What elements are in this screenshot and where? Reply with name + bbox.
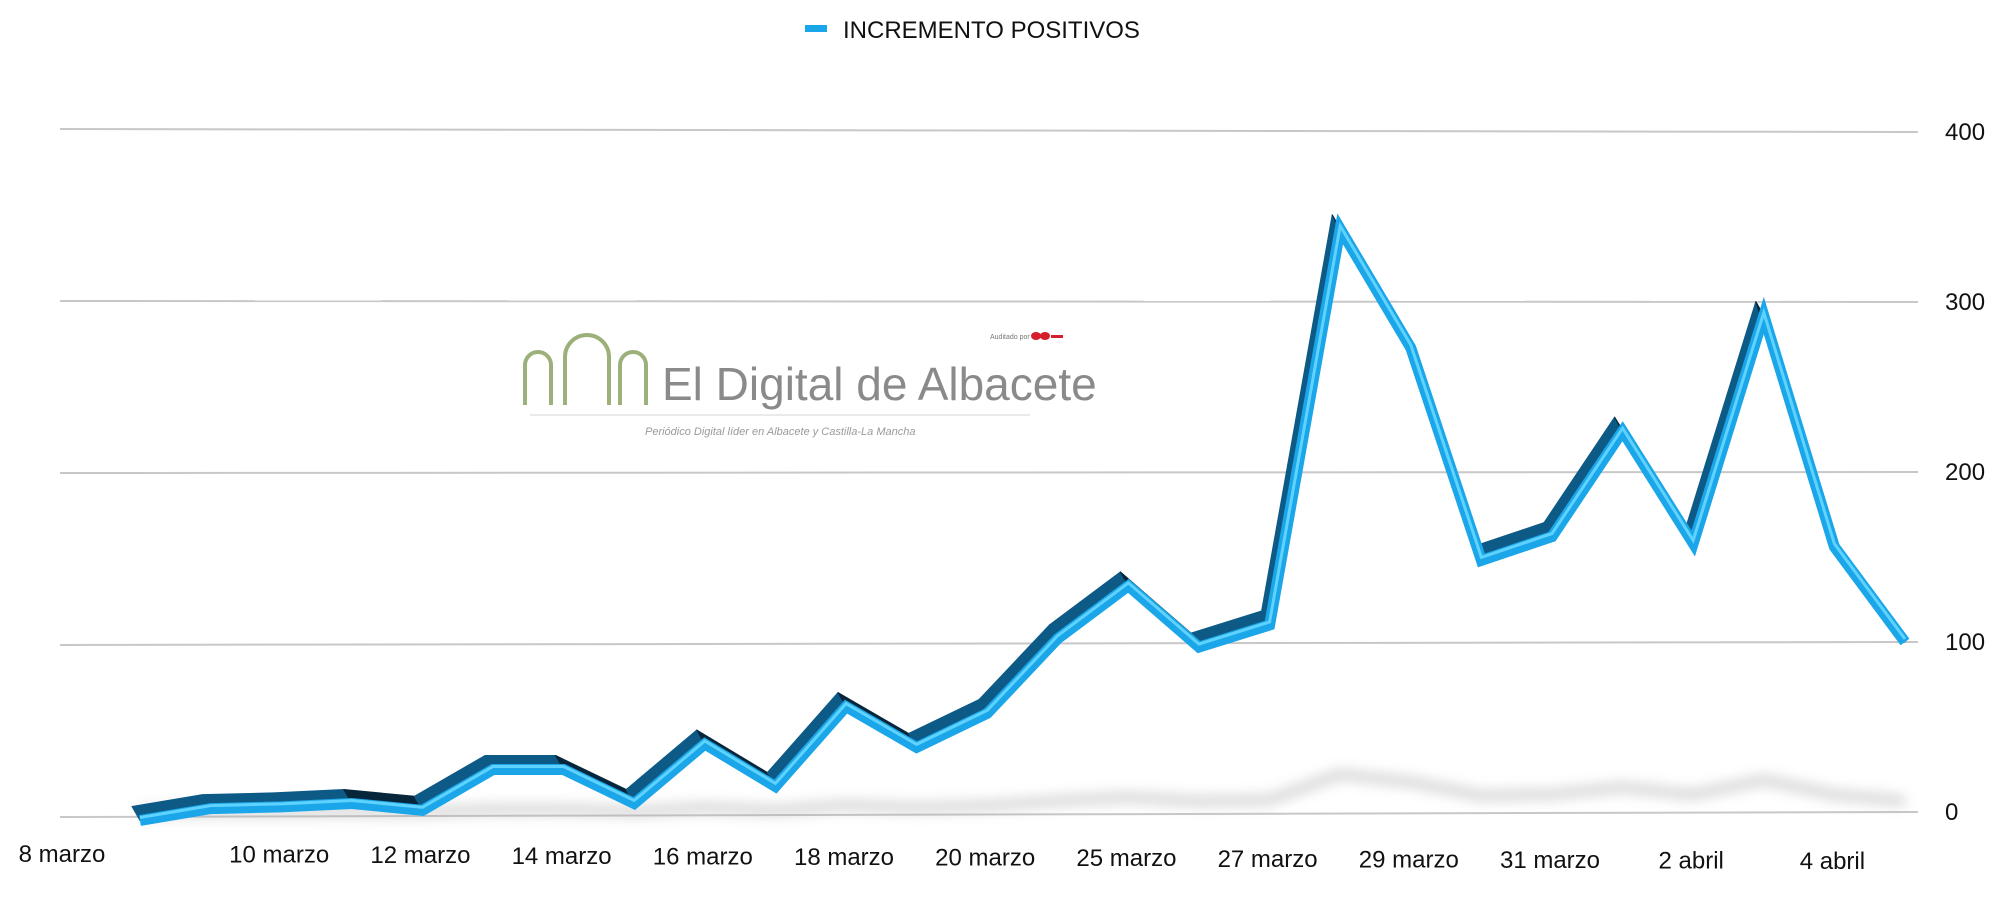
data-point [773, 784, 778, 789]
data-points [138, 226, 1908, 823]
line-ribbon-side [766, 692, 847, 787]
data-point [561, 767, 566, 772]
data-point [1267, 623, 1272, 628]
data-point [1691, 541, 1696, 546]
grid-lines [59, 128, 1919, 818]
x-tick-label: 4 abril [1800, 848, 1865, 875]
data-point [914, 745, 919, 750]
data-point [279, 804, 284, 809]
data-point [702, 742, 707, 747]
data-point [1197, 645, 1202, 650]
data-point [844, 704, 849, 709]
data-point [1408, 345, 1413, 350]
data-point [349, 801, 354, 806]
data-point [1620, 429, 1625, 434]
x-tick-label: 31 marzo [1500, 847, 1600, 874]
data-point [1126, 583, 1131, 588]
x-axis: 8 marzo 10 marzo 12 marzo 14 marzo 16 marzo 1… [19, 841, 1865, 875]
x-tick-label: 18 marzo [794, 844, 894, 871]
y-tick-label: 300 [1945, 289, 1985, 316]
y-tick-label: 100 [1945, 629, 1985, 656]
x-tick-label: 10 marzo [229, 842, 329, 869]
data-point [1903, 640, 1908, 645]
x-tick-label: 12 marzo [370, 842, 470, 869]
x-tick-label: 14 marzo [512, 843, 612, 870]
watermark-logo: El Digital de Albacete Periódico Digital… [523, 332, 1097, 438]
series-line [139, 213, 1910, 826]
legend-label: INCREMENTO POSITIVOS [843, 17, 1140, 44]
gridline-300 [59, 300, 1919, 303]
data-point [1338, 226, 1343, 231]
legend-swatch [805, 25, 827, 32]
x-tick-label: 27 marzo [1218, 846, 1318, 873]
audit-seal-icon [1031, 332, 1063, 340]
data-point [1550, 534, 1555, 539]
line-ribbon-side [1049, 571, 1129, 640]
gridline-100 [59, 641, 1919, 646]
y-tick-label: 0 [1945, 799, 1958, 826]
data-point [208, 806, 213, 811]
logo-arches-icon [523, 333, 648, 405]
data-point [138, 818, 143, 823]
data-point [1832, 544, 1837, 549]
x-tick-label: 29 marzo [1359, 846, 1459, 873]
data-point [632, 801, 637, 806]
logo-title: El Digital de Albacete [662, 358, 1097, 410]
line-ribbon-side [978, 624, 1059, 714]
line-reflection [139, 768, 1906, 818]
y-tick-label: 400 [1945, 119, 1985, 146]
data-point [1479, 558, 1484, 563]
data-point [1761, 313, 1766, 318]
series-line-highlight [139, 221, 1907, 819]
data-point [491, 767, 496, 772]
x-tick-label: 25 marzo [1076, 845, 1176, 872]
data-point [420, 808, 425, 813]
line-ribbon-side [1543, 416, 1624, 538]
data-point [1055, 636, 1060, 641]
series-incremento-positivos [131, 213, 1910, 826]
x-tick-label: 8 marzo [19, 841, 106, 868]
data-point [985, 711, 990, 716]
x-tick-label: 16 marzo [653, 843, 753, 870]
logo-audit-label: Auditado por [990, 334, 1030, 341]
line-ribbon-side [625, 729, 706, 804]
y-tick-label: 200 [1945, 459, 1985, 486]
logo-tagline: Periódico Digital líder en Albacete y Ca… [645, 426, 915, 438]
gridline-400 [59, 128, 1919, 133]
gridline-200 [59, 471, 1919, 474]
x-tick-label: 2 abril [1659, 848, 1724, 875]
line-shadow [139, 768, 1906, 818]
y-axis: 0 100 200 300 400 [1945, 119, 1985, 826]
x-tick-label: 20 marzo [935, 845, 1035, 872]
legend: INCREMENTO POSITIVOS [805, 17, 1140, 44]
